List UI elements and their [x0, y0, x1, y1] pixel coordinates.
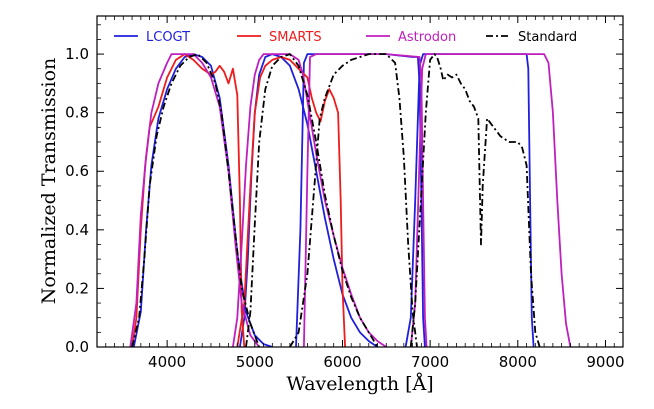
x-tick-label: 6000	[323, 353, 361, 371]
y-tick-label: 0.8	[65, 104, 89, 122]
x-tick-label: 9000	[586, 353, 624, 371]
legend-label-smarts: SMARTS	[269, 30, 322, 45]
ticks-layer: 4000 5000 6000 7000 8000 9000 0.0 0.2 0.4 0.6 0.8 1…	[65, 16, 625, 371]
y-tick-label: 0.4	[65, 221, 89, 239]
series-layer	[129, 53, 572, 347]
x-tick-label: 5000	[236, 353, 274, 371]
x-tick-label: 8000	[499, 353, 537, 371]
standard-curve-4	[409, 53, 541, 347]
y-tick-label: 0.2	[65, 279, 89, 297]
standard-curve-2	[245, 53, 379, 347]
y-axis-title: Normalized Transmission	[38, 58, 60, 305]
smarts-curve-2	[236, 56, 346, 347]
y-tick-label: 0.6	[65, 162, 89, 180]
legend-label-standard: Standard	[518, 30, 577, 45]
legend-label-lcogt: LCOGT	[146, 30, 190, 45]
x-tick-label: 4000	[148, 353, 186, 371]
lcogt-curve-3	[295, 53, 426, 347]
y-tick-label: 0.0	[65, 338, 89, 356]
x-axis-title: Wavelength [Å]	[286, 373, 433, 395]
y-tick-label: 1.0	[65, 45, 89, 63]
astrodon-curve-4	[409, 53, 572, 347]
x-tick-label: 7000	[411, 353, 449, 371]
standard-curve-1	[131, 53, 261, 347]
astrodon-curve-1	[129, 53, 260, 347]
plot-frame	[96, 15, 624, 348]
lcogt-curve-1	[132, 53, 273, 347]
legend: LCOGT SMARTS Astrodon Standard	[114, 30, 577, 45]
standard-curve-3	[289, 53, 418, 347]
astrodon-curve-3	[303, 53, 428, 347]
legend-label-astrodon: Astrodon	[398, 30, 456, 45]
